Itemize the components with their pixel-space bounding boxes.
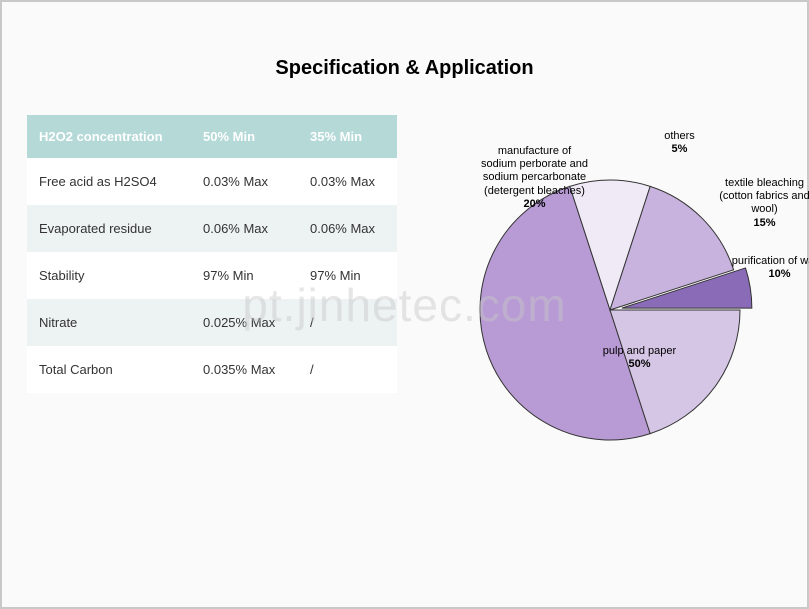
table-cell: 97% Min <box>298 252 397 299</box>
table-row: Total Carbon0.035% Max/ <box>27 346 397 393</box>
pie-slice-label: pulp and paper50% <box>580 345 700 371</box>
table-cell: 0.035% Max <box>191 346 298 393</box>
table-body: Free acid as H2SO40.03% Max0.03% MaxEvap… <box>27 158 397 393</box>
th-0: H2O2 concentration <box>27 115 191 158</box>
pie-wrapper: pulp and paper50%purification of water10… <box>420 115 780 455</box>
pie-slice-label: manufacture of sodium perborate and sodi… <box>480 145 590 211</box>
table-row: Nitrate0.025% Max/ <box>27 299 397 346</box>
table-row: Evaporated residue0.06% Max0.06% Max <box>27 205 397 252</box>
pie-slice-label: purification of water10% <box>725 255 809 281</box>
table-cell: 0.03% Max <box>191 158 298 205</box>
table-cell: Free acid as H2SO4 <box>27 158 191 205</box>
pie-slice-label: textile bleaching (cotton fabrics and wo… <box>710 177 809 230</box>
pie-svg <box>420 115 780 475</box>
pie-slice-label: others5% <box>625 130 735 156</box>
chart-section: pulp and paper50%purification of water10… <box>417 115 782 455</box>
table-cell: 0.06% Max <box>298 205 397 252</box>
table-cell: 0.06% Max <box>191 205 298 252</box>
table-cell: Nitrate <box>27 299 191 346</box>
table-row: Free acid as H2SO40.03% Max0.03% Max <box>27 158 397 205</box>
table-section: H2O2 concentration 50% Min 35% Min Free … <box>27 115 397 455</box>
table-cell: / <box>298 299 397 346</box>
th-2: 35% Min <box>298 115 397 158</box>
table-cell: Stability <box>27 252 191 299</box>
spec-table: H2O2 concentration 50% Min 35% Min Free … <box>27 115 397 393</box>
th-1: 50% Min <box>191 115 298 158</box>
table-cell: 97% Min <box>191 252 298 299</box>
table-row: Stability97% Min97% Min <box>27 252 397 299</box>
table-cell: Evaporated residue <box>27 205 191 252</box>
table-cell: Total Carbon <box>27 346 191 393</box>
table-cell: / <box>298 346 397 393</box>
table-cell: 0.025% Max <box>191 299 298 346</box>
content-row: H2O2 concentration 50% Min 35% Min Free … <box>2 115 807 455</box>
table-cell: 0.03% Max <box>298 158 397 205</box>
page-title: Specification & Application <box>2 2 807 115</box>
